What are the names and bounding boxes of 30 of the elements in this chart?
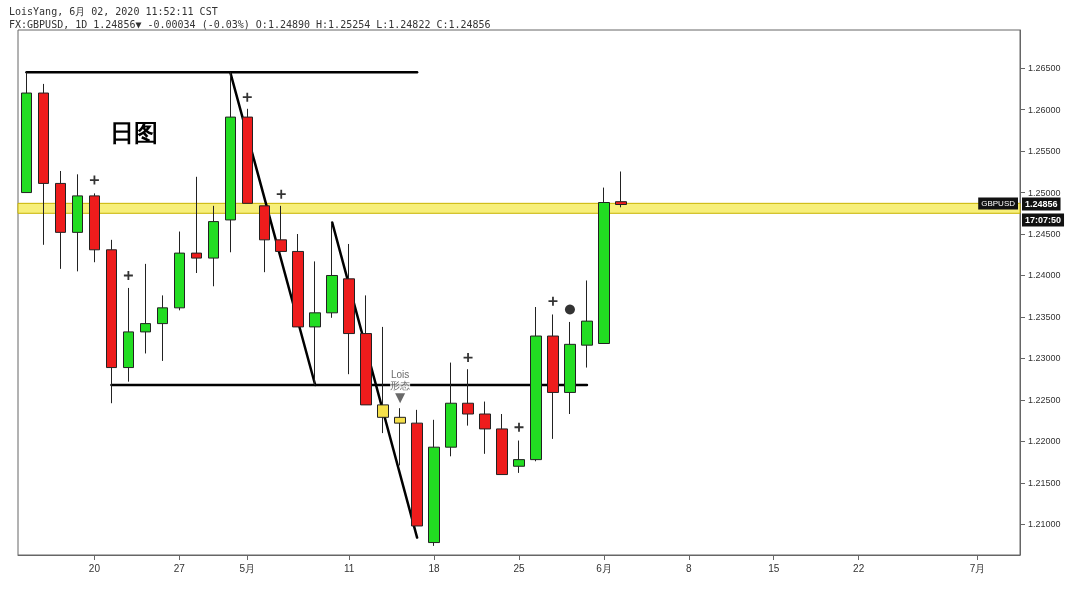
x-tick-label: 15 — [768, 562, 780, 574]
chart-title: LoisYang, 6月 02, 2020 11:52:11 CST — [9, 5, 218, 17]
y-tick-label: 1.21000 — [1028, 519, 1061, 530]
chart-subtitle: FX:GBPUSD, 1D 1.24856▼ -0.00034 (-0.03%) O:1.24890 H:1.25254 L:1.24822 C:1.24856 — [9, 18, 491, 30]
y-tick-label: 1.25500 — [1028, 146, 1061, 157]
y-tick-label: 1.26500 — [1028, 63, 1061, 74]
x-tick-label: 18 — [428, 562, 441, 574]
y-tick-label: 1.23500 — [1028, 311, 1061, 322]
x-tick-label: 20 — [88, 562, 101, 574]
x-tick-label: 5月 — [239, 562, 256, 574]
y-tick-label: 1.24000 — [1028, 270, 1061, 281]
y-tick-label: 1.24500 — [1028, 229, 1061, 240]
y-tick-label: 1.22000 — [1028, 436, 1061, 447]
text: 17:07:50 — [1025, 215, 1062, 225]
x-tick-label: 22 — [853, 562, 865, 574]
y-tick-label: 1.22500 — [1028, 394, 1061, 405]
series-label: Lois 形态 — [390, 369, 411, 392]
x-tick-label: 27 — [173, 562, 186, 574]
x-tick-label: 7月 — [969, 562, 986, 574]
annotation: 1.24856 — [1025, 199, 1058, 209]
x-tick-label: 11 — [343, 562, 355, 574]
x-tick-label: 8 — [686, 562, 693, 574]
y-tick-label: 1.21500 — [1028, 477, 1061, 488]
annotation: 日图 — [110, 118, 158, 146]
x-tick-label: 6月 — [596, 562, 612, 574]
y-tick-label: 1.25000 — [1028, 187, 1061, 198]
y-tick-label: 1.26000 — [1028, 104, 1061, 115]
x-tick-label: 25 — [513, 562, 525, 574]
annotation: GBPUSD — [981, 199, 1016, 208]
y-tick-label: 1.23000 — [1028, 353, 1061, 364]
